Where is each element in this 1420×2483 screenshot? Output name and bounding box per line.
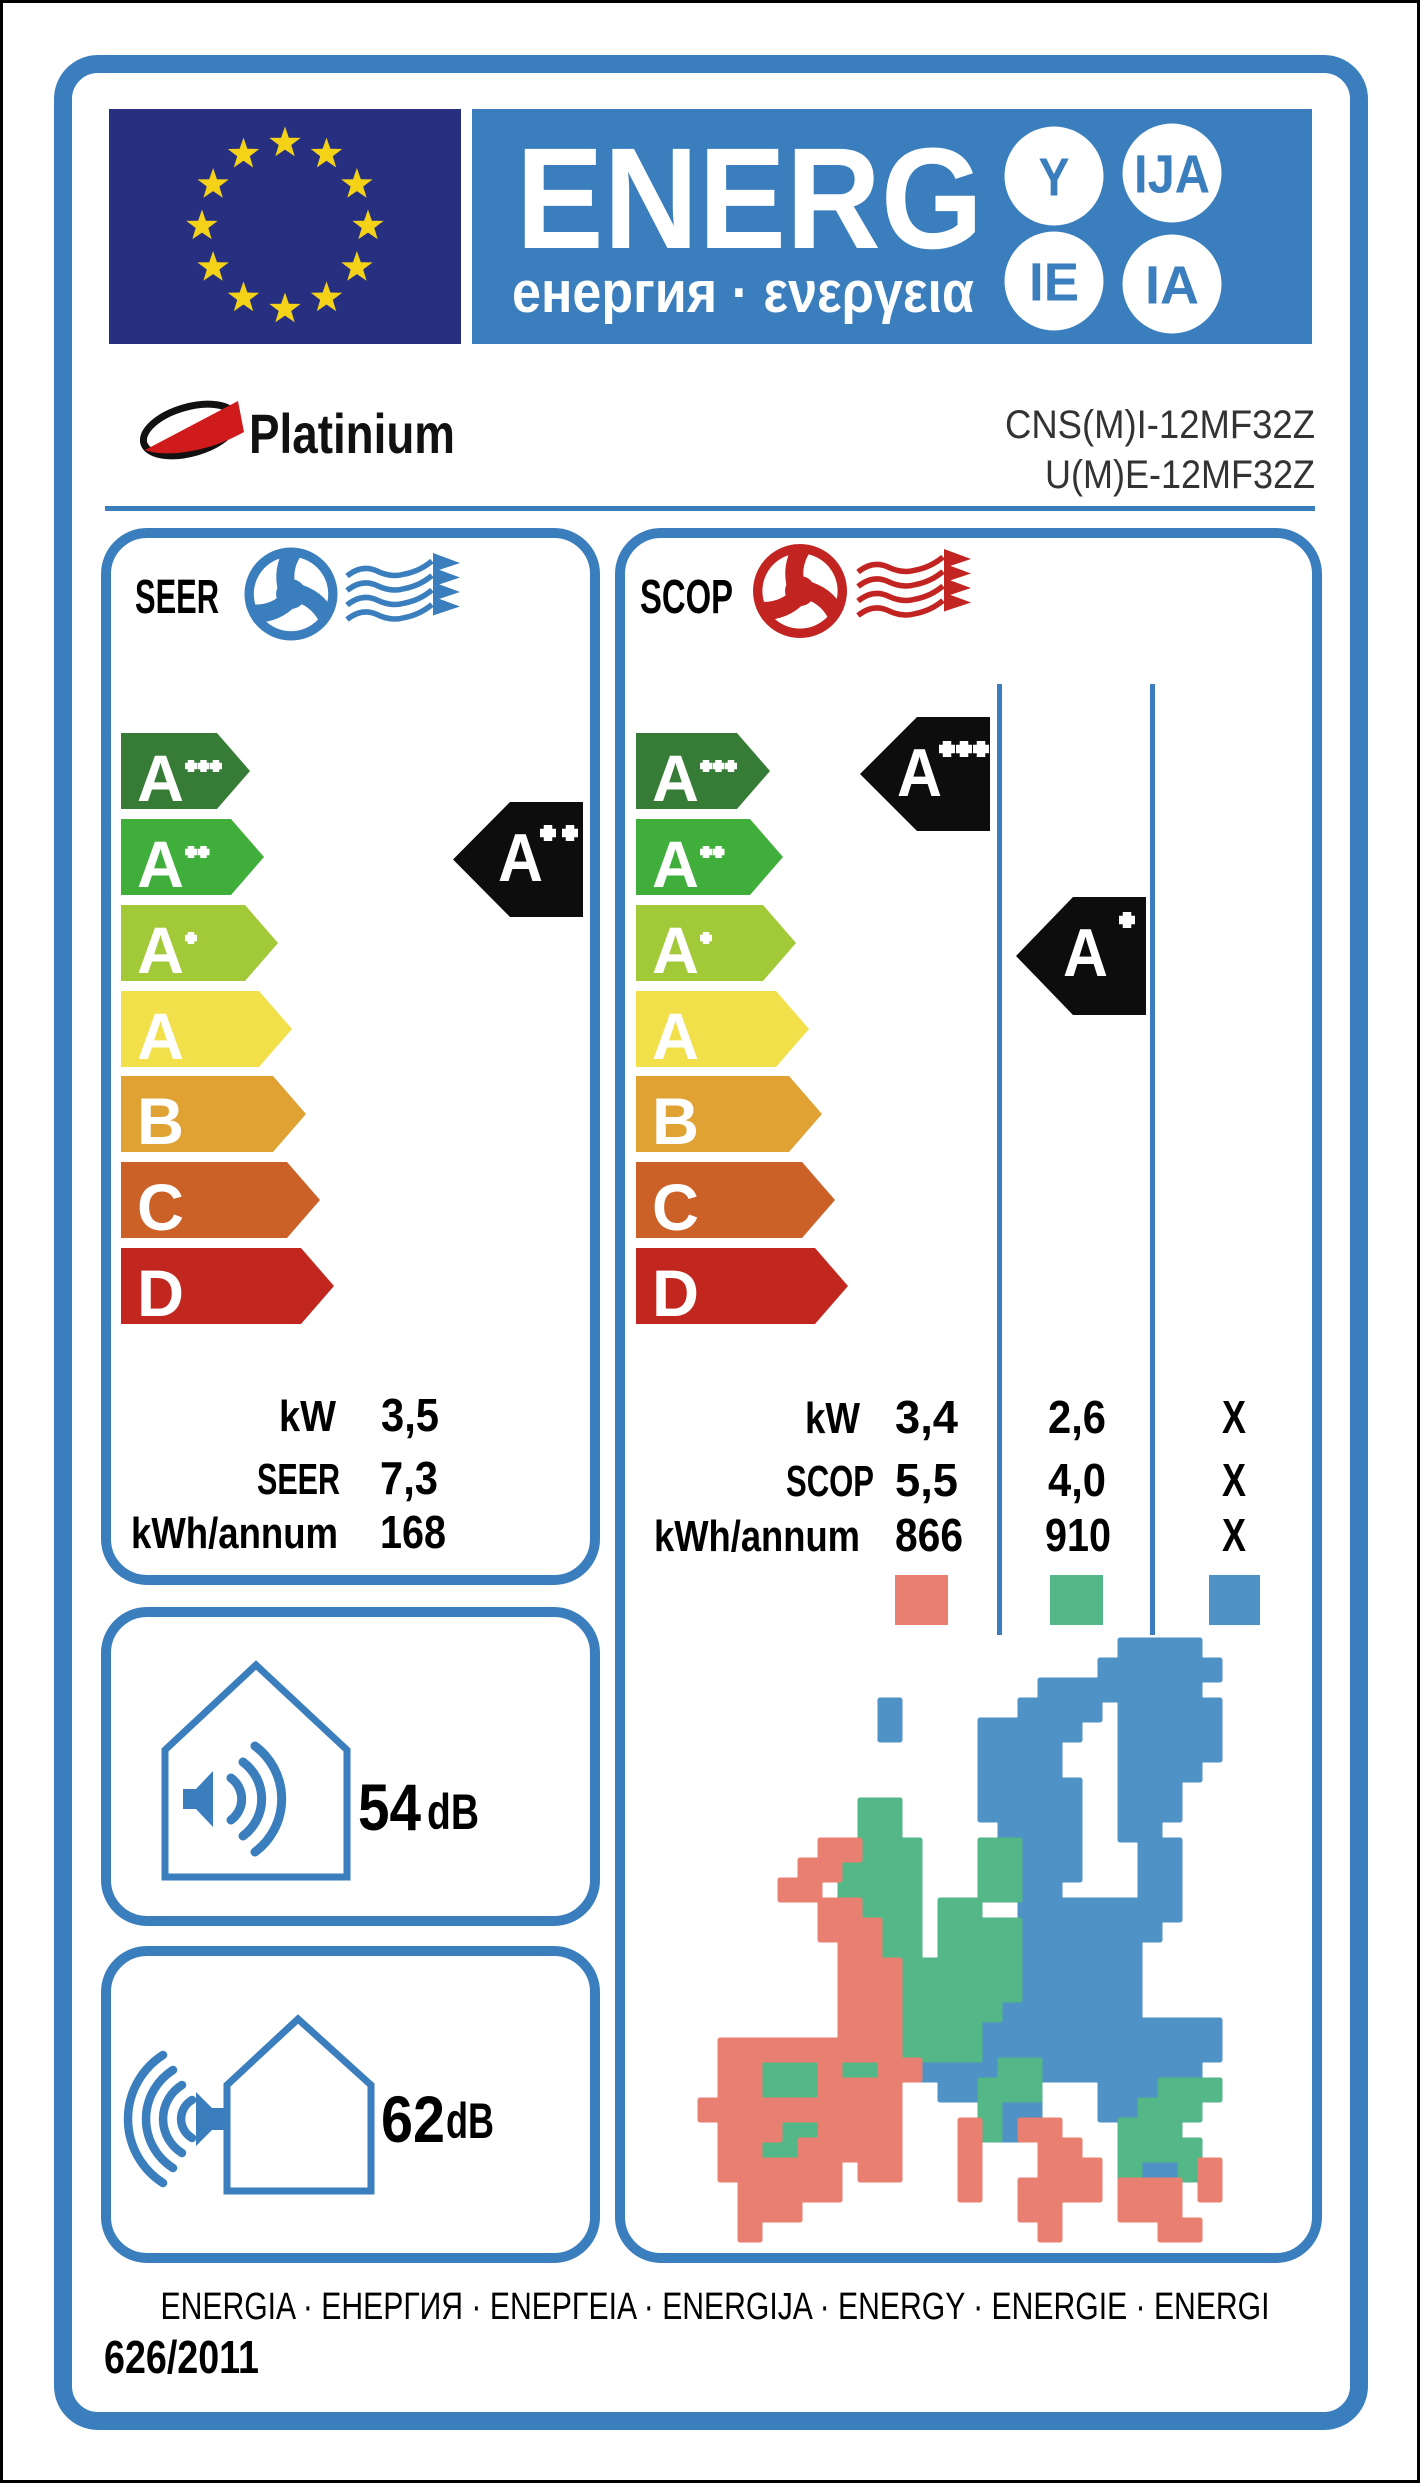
svg-text:A: A [137, 999, 184, 1073]
svg-text:4,0: 4,0 [1048, 1454, 1106, 1506]
svg-text:kW: kW [279, 1392, 336, 1441]
svg-text:Platinium: Platinium [249, 402, 455, 465]
svg-text:енергия · ενεργεια: енергия · ενεργεια [512, 260, 974, 325]
svg-text:CNS(M)I-12MF32Z: CNS(M)I-12MF32Z [1005, 403, 1315, 447]
svg-text:SEER: SEER [257, 1455, 340, 1504]
svg-text:910: 910 [1045, 1509, 1111, 1561]
svg-text:X: X [1222, 1509, 1246, 1561]
svg-text:SCOP: SCOP [640, 571, 733, 624]
svg-text:ENERGIA · ЕНЕРГИЯ · ΕΝΕΡΓΕΙΑ ·: ENERGIA · ЕНЕРГИЯ · ΕΝΕΡΓΕΙΑ · ENERGIJA … [161, 2286, 1270, 2328]
svg-text:A: A [498, 820, 543, 896]
svg-text:dB: dB [446, 2093, 494, 2149]
svg-text:A: A [1063, 915, 1108, 991]
svg-text:866: 866 [895, 1509, 963, 1561]
svg-text:Y: Y [1039, 148, 1070, 208]
svg-text:IJA: IJA [1134, 145, 1210, 205]
svg-text:626/2011: 626/2011 [104, 2331, 259, 2383]
svg-text:168: 168 [380, 1506, 446, 1558]
svg-text:kW: kW [805, 1394, 860, 1443]
svg-text:A: A [137, 913, 184, 987]
svg-text:C: C [137, 1170, 184, 1244]
svg-text:A: A [897, 735, 942, 811]
svg-text:kWh/annum: kWh/annum [654, 1512, 860, 1561]
svg-text:SEER: SEER [135, 571, 219, 624]
svg-text:A: A [137, 741, 184, 815]
svg-text:A: A [652, 913, 699, 987]
svg-text:A: A [652, 741, 699, 815]
svg-text:U(M)E-12MF32Z: U(M)E-12MF32Z [1045, 453, 1315, 497]
svg-text:IE: IE [1029, 253, 1079, 313]
svg-text:D: D [137, 1256, 184, 1330]
svg-text:X: X [1222, 1391, 1246, 1443]
svg-text:3,5: 3,5 [381, 1389, 439, 1441]
svg-text:7,3: 7,3 [380, 1452, 438, 1504]
svg-text:ENERG: ENERG [516, 118, 983, 279]
svg-text:C: C [652, 1170, 699, 1244]
svg-text:SCOP: SCOP [786, 1457, 874, 1506]
svg-text:5,5: 5,5 [895, 1454, 958, 1506]
svg-text:B: B [652, 1084, 699, 1158]
svg-text:kWh/annum: kWh/annum [131, 1509, 338, 1558]
svg-text:A: A [652, 999, 699, 1073]
svg-text:B: B [137, 1084, 184, 1158]
svg-text:IA: IA [1145, 256, 1199, 316]
svg-text:2,6: 2,6 [1048, 1391, 1106, 1443]
svg-text:A: A [652, 827, 699, 901]
svg-text:D: D [652, 1256, 699, 1330]
svg-text:X: X [1222, 1454, 1246, 1506]
svg-text:62: 62 [381, 2082, 445, 2156]
svg-text:3,4: 3,4 [895, 1391, 958, 1443]
svg-text:dB: dB [427, 1784, 479, 1840]
svg-text:A: A [137, 827, 184, 901]
svg-text:54: 54 [358, 1770, 421, 1844]
